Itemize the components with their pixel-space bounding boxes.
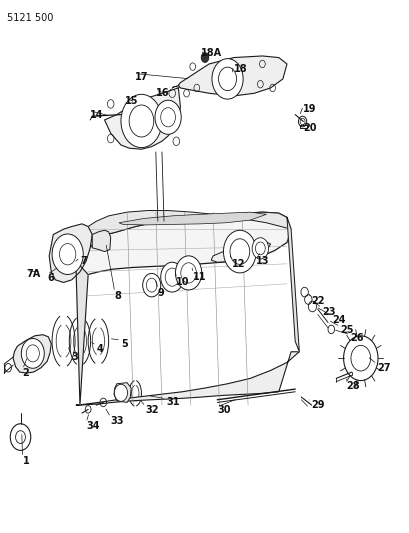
Text: 18: 18: [233, 64, 247, 74]
Text: 20: 20: [303, 123, 316, 133]
Text: 6: 6: [47, 273, 54, 283]
Text: 25: 25: [339, 326, 353, 335]
Text: 18A: 18A: [200, 49, 222, 58]
Text: 16: 16: [155, 88, 169, 98]
Text: 30: 30: [217, 406, 230, 415]
Polygon shape: [92, 230, 110, 252]
Polygon shape: [104, 88, 180, 149]
Polygon shape: [178, 56, 286, 96]
Text: 32: 32: [145, 406, 159, 415]
Text: 7A: 7A: [27, 270, 41, 279]
Polygon shape: [114, 383, 131, 402]
Text: 4: 4: [96, 344, 103, 354]
Text: 19: 19: [303, 104, 316, 114]
Text: 28: 28: [346, 382, 359, 391]
Polygon shape: [49, 224, 92, 282]
Text: 27: 27: [376, 363, 390, 373]
Polygon shape: [211, 240, 270, 262]
Circle shape: [155, 100, 181, 134]
Text: 17: 17: [135, 72, 148, 82]
Text: 22: 22: [311, 296, 324, 306]
Text: 2: 2: [22, 368, 29, 378]
Text: 5: 5: [121, 339, 127, 349]
Circle shape: [211, 59, 243, 99]
Circle shape: [223, 230, 256, 273]
Text: 9: 9: [157, 288, 164, 298]
Polygon shape: [13, 335, 51, 373]
Text: 14: 14: [90, 110, 103, 119]
Text: 1: 1: [22, 456, 29, 466]
Circle shape: [52, 234, 83, 274]
Text: 7: 7: [80, 256, 86, 266]
Text: 11: 11: [192, 272, 206, 282]
Text: 29: 29: [311, 400, 324, 410]
Circle shape: [252, 238, 268, 259]
Text: 24: 24: [331, 315, 345, 325]
Text: 5121 500: 5121 500: [7, 13, 54, 23]
Text: 3: 3: [72, 352, 78, 362]
Text: 26: 26: [350, 334, 363, 343]
Text: 34: 34: [86, 422, 99, 431]
Polygon shape: [76, 261, 88, 405]
Polygon shape: [76, 211, 290, 261]
Polygon shape: [286, 217, 299, 352]
Polygon shape: [119, 212, 266, 225]
Text: 13: 13: [256, 256, 269, 266]
Circle shape: [121, 94, 162, 148]
Text: 8: 8: [115, 291, 121, 301]
Polygon shape: [76, 352, 299, 405]
Text: 23: 23: [321, 307, 335, 317]
Circle shape: [175, 256, 201, 290]
Text: 31: 31: [166, 398, 179, 407]
Text: 10: 10: [176, 278, 189, 287]
Circle shape: [114, 384, 127, 401]
Text: 12: 12: [231, 259, 245, 269]
Polygon shape: [76, 212, 290, 274]
Polygon shape: [172, 72, 204, 90]
Text: 33: 33: [110, 416, 124, 426]
Circle shape: [160, 262, 183, 292]
Circle shape: [201, 53, 208, 62]
Circle shape: [21, 338, 44, 368]
Circle shape: [142, 273, 160, 297]
Text: 15: 15: [125, 96, 138, 106]
